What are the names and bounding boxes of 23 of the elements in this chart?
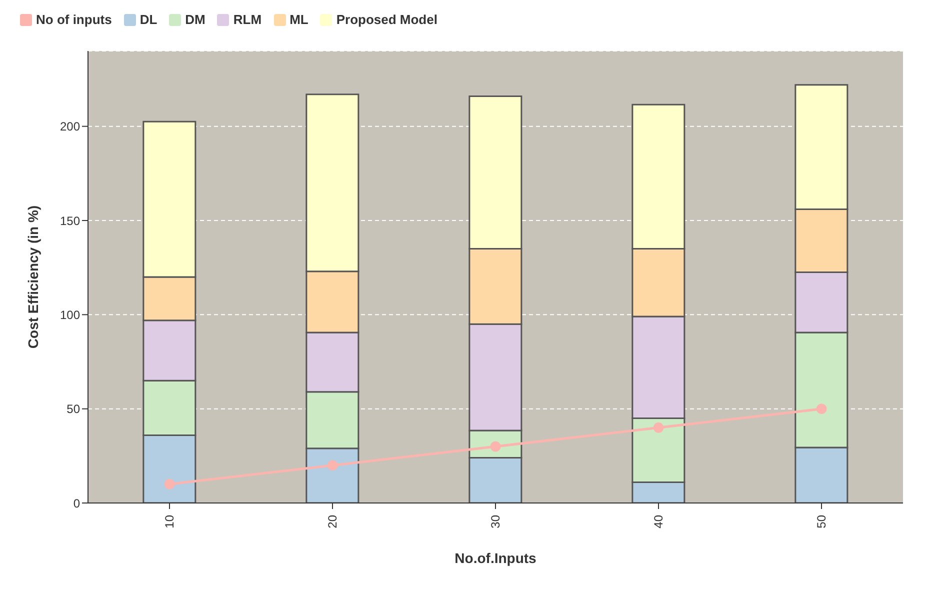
legend-label: RLM	[232, 12, 262, 27]
legend-label: DM	[184, 12, 206, 27]
x-axis-title: No.of.Inputs	[454, 550, 537, 566]
y-tick-label: 50	[66, 402, 80, 416]
y-tick-label: 150	[60, 214, 80, 228]
y-axis-title: Cost Efficiency (in %)	[24, 205, 41, 349]
point	[490, 441, 501, 452]
y-tick-label: 200	[60, 120, 80, 134]
y-tick-label: 100	[60, 308, 80, 322]
x-tick-label: 10	[162, 514, 176, 528]
x-tick-label: 20	[326, 514, 340, 528]
point	[164, 478, 175, 490]
x-tick-label: 50	[814, 514, 828, 528]
point	[653, 422, 664, 433]
x-tick-label: 30	[488, 514, 502, 528]
legend-label: Proposed Model	[335, 12, 438, 27]
x-tick-label: 40	[652, 514, 666, 528]
point	[816, 404, 827, 414]
legend-label: DL	[138, 12, 158, 27]
y-tick-label: 0	[73, 496, 80, 510]
legend-label: No of inputs	[35, 12, 112, 27]
point	[327, 460, 338, 471]
legend-label: ML	[288, 12, 308, 27]
